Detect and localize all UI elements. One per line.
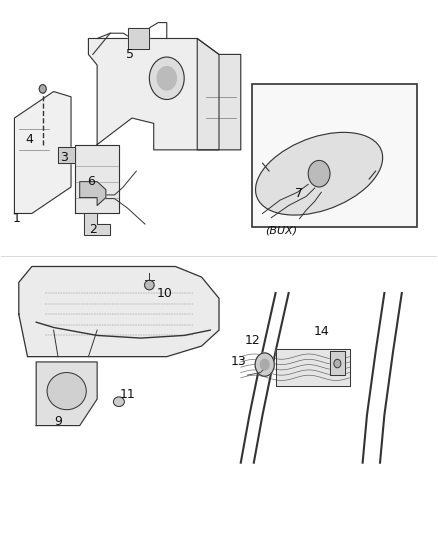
Bar: [252, 84, 417, 227]
Polygon shape: [330, 351, 345, 375]
Circle shape: [149, 57, 184, 100]
Polygon shape: [127, 28, 149, 49]
Text: 3: 3: [60, 151, 68, 164]
Ellipse shape: [145, 280, 154, 290]
Text: 9: 9: [54, 415, 62, 428]
Circle shape: [308, 160, 330, 187]
Polygon shape: [36, 362, 97, 425]
Polygon shape: [88, 38, 219, 150]
Ellipse shape: [255, 132, 383, 215]
Ellipse shape: [113, 397, 124, 407]
Text: 6: 6: [87, 175, 95, 188]
Ellipse shape: [47, 373, 86, 410]
Text: 5: 5: [126, 48, 134, 61]
Polygon shape: [14, 92, 71, 214]
Text: 2: 2: [89, 223, 97, 236]
Text: (BUX): (BUX): [265, 225, 297, 236]
Text: 13: 13: [231, 356, 247, 368]
Polygon shape: [80, 182, 106, 206]
Text: 1: 1: [13, 212, 21, 225]
Polygon shape: [58, 147, 75, 163]
Polygon shape: [276, 349, 350, 386]
Circle shape: [334, 359, 341, 368]
Text: 7: 7: [295, 188, 303, 200]
Polygon shape: [84, 214, 110, 235]
Circle shape: [157, 67, 177, 90]
Circle shape: [255, 353, 274, 376]
Text: 11: 11: [120, 389, 135, 401]
Text: 4: 4: [26, 133, 34, 146]
Polygon shape: [197, 38, 241, 150]
Polygon shape: [19, 266, 219, 357]
Text: 10: 10: [157, 287, 173, 300]
Polygon shape: [75, 144, 119, 214]
Circle shape: [260, 359, 269, 370]
Circle shape: [39, 85, 46, 93]
Text: 14: 14: [314, 325, 329, 338]
Text: 12: 12: [245, 334, 261, 347]
